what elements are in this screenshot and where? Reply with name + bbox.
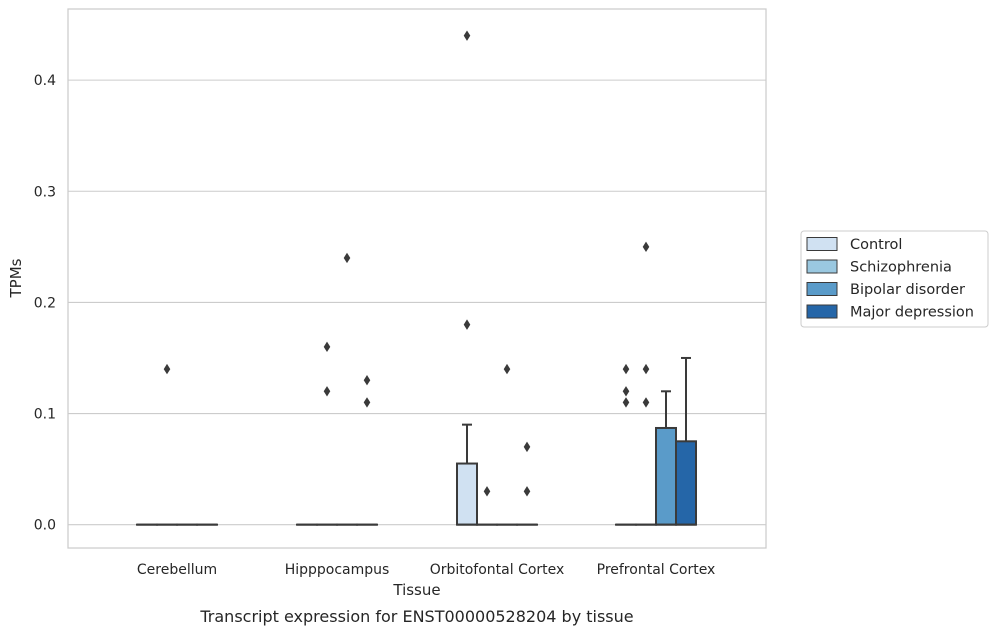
x-tick-label: Cerebellum [137, 562, 217, 578]
y-tick-label: 0.4 [34, 73, 56, 89]
outlier-point [463, 319, 471, 330]
outlier-point [483, 486, 491, 497]
outlier-point [622, 397, 630, 408]
box-body [655, 426, 677, 526]
y-tick-label: 0.3 [34, 184, 56, 200]
outlier-point [163, 363, 171, 375]
y-tick-label: 0.2 [34, 295, 56, 311]
legend-entry-label: Major depression [850, 305, 974, 321]
box-3-2 [516, 441, 538, 526]
outlier-point [642, 397, 650, 408]
outlier-point [523, 486, 531, 497]
outlier-point [642, 363, 650, 375]
box-0-2 [456, 30, 478, 526]
box-3-3 [675, 356, 697, 526]
box-0-3 [615, 363, 637, 526]
box-3-1 [356, 374, 378, 526]
box-1-1 [316, 341, 338, 526]
box-2-2 [496, 363, 518, 526]
legend-swatch [806, 259, 838, 274]
outlier-point [343, 252, 351, 264]
outlier-point [622, 363, 630, 375]
legend-entry-label: Bipolar disorder [850, 282, 965, 298]
outlier-point [523, 441, 531, 453]
box-1-2 [476, 486, 498, 526]
outlier-point [363, 397, 371, 408]
box-2-1 [336, 252, 358, 526]
legend-entry-label: Control [850, 237, 902, 253]
legend-swatch [806, 304, 838, 319]
x-axis-ticks: Cerebellum Hipppocampus Orbitofontal Corte… [137, 562, 715, 578]
outlier-point [622, 386, 630, 397]
chart-caption: Transcript expression for ENST0000052820… [199, 607, 633, 626]
legend-entry-label: Schizophrenia [850, 260, 952, 276]
outlier-point [323, 341, 331, 353]
outlier-point [503, 363, 511, 375]
y-tick-label: 0.1 [34, 407, 56, 423]
y-axis-label: TPMs [7, 258, 25, 298]
outlier-point [363, 374, 371, 386]
legend-swatch [806, 237, 838, 251]
legend: Control Schizophrenia Bipolar disorder Majo… [800, 230, 989, 328]
y-tick-label: 0.0 [34, 518, 56, 534]
legend-frame [800, 230, 989, 328]
box-body [456, 462, 478, 526]
outlier-point [323, 386, 331, 397]
y-axis-ticks: 0.0 0.1 0.2 0.3 0.4 [34, 73, 56, 534]
plot-frame [67, 8, 767, 549]
legend-swatch [806, 282, 838, 296]
x-tick-label: Hipppocampus [285, 562, 390, 578]
box-1-0 [156, 363, 178, 526]
x-axis-label: Tissue [392, 581, 440, 599]
outlier-point [642, 241, 650, 253]
box-body [675, 440, 697, 526]
outlier-point [463, 30, 471, 41]
x-tick-label: Prefrontal Cortex [597, 562, 716, 578]
plot-area [136, 30, 697, 526]
box-1-3 [635, 241, 657, 526]
box-2-3 [655, 390, 677, 526]
x-tick-label: Orbitofontal Cortex [430, 562, 565, 578]
